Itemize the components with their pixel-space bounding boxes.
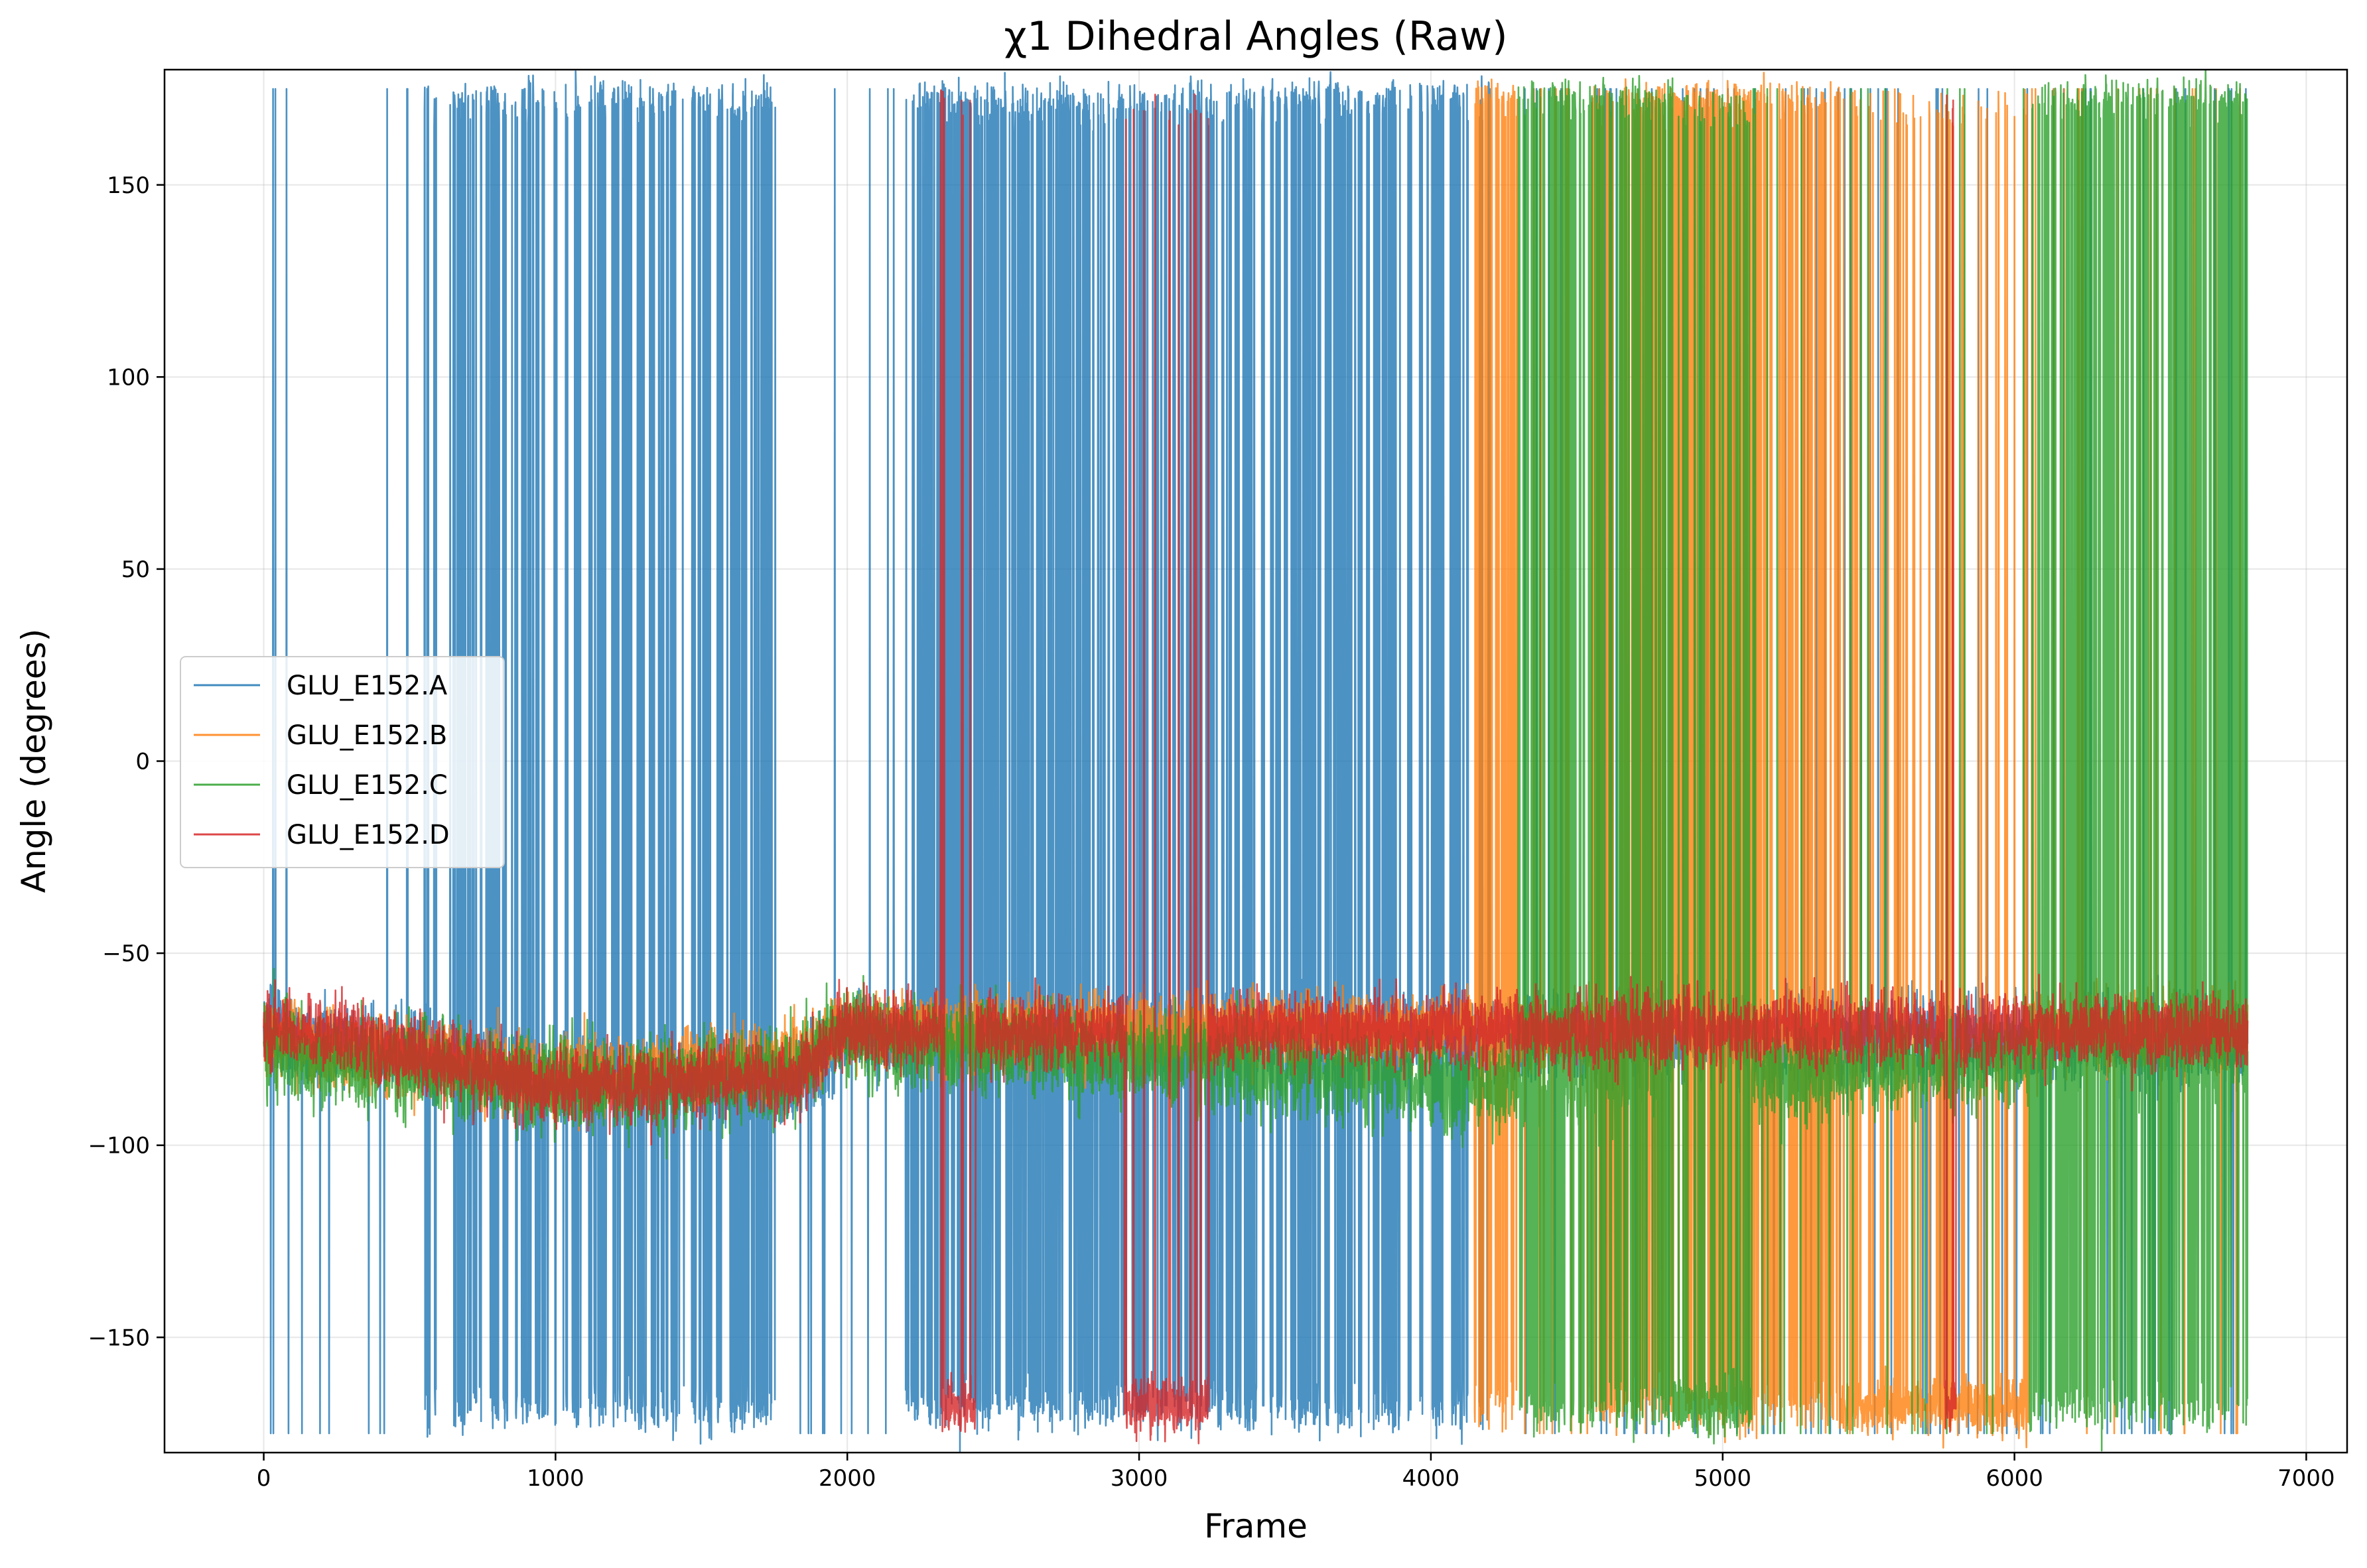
y-tick-label: −150	[88, 1325, 150, 1351]
y-axis-ticks: −150 −100 −50 0 50 100 150	[88, 172, 165, 1351]
x-tick-label: 5000	[1694, 1465, 1751, 1492]
x-tick-label: 4000	[1402, 1465, 1460, 1492]
y-tick-label: −50	[102, 941, 150, 967]
y-tick-label: 100	[107, 364, 150, 391]
x-axis-ticks: 0 1000 2000 3000 4000 5000 6000 7000	[257, 1453, 2335, 1492]
y-tick-label: 150	[107, 172, 150, 199]
legend-label-2: GLU_E152.C	[287, 770, 448, 801]
y-tick-label: −100	[88, 1133, 150, 1159]
x-tick-label: 2000	[819, 1465, 876, 1492]
legend-box	[180, 656, 505, 868]
y-axis-title: Angle (degrees)	[15, 629, 53, 893]
legend: GLU_E152.A GLU_E152.B GLU_E152.C GLU_E152.D	[180, 656, 505, 868]
series-layer	[263, 70, 2249, 1453]
x-tick-label: 0	[257, 1465, 271, 1492]
chart-title: χ1 Dihedral Angles (Raw)	[1004, 13, 1507, 60]
legend-label-3: GLU_E152.D	[287, 820, 450, 850]
y-tick-label: 0	[135, 749, 150, 775]
x-tick-label: 3000	[1111, 1465, 1168, 1492]
series-line-3	[263, 89, 2249, 1445]
y-tick-label: 50	[121, 556, 150, 583]
series-line-0	[263, 70, 2249, 1453]
x-axis-title: Frame	[1204, 1507, 1308, 1545]
legend-label-0: GLU_E152.A	[287, 671, 448, 701]
x-tick-label: 7000	[2277, 1465, 2335, 1492]
x-tick-label: 6000	[1986, 1465, 2043, 1492]
x-tick-label: 1000	[527, 1465, 584, 1492]
legend-label-1: GLU_E152.B	[287, 720, 447, 751]
